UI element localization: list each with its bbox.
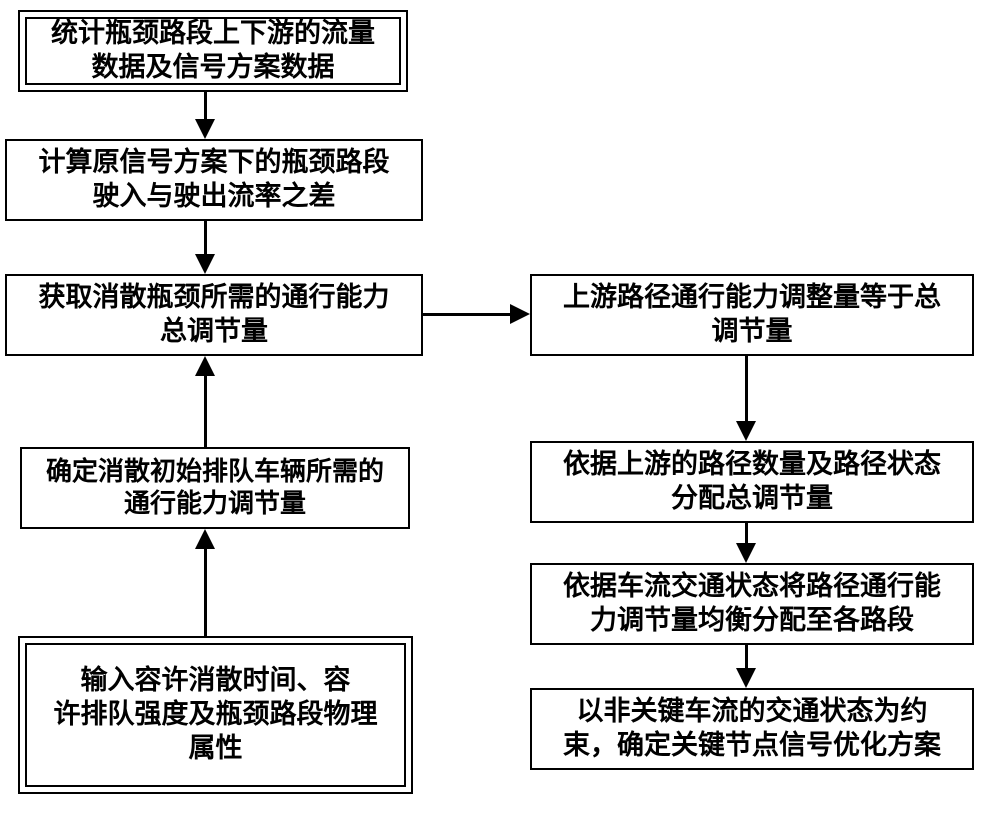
arrow-line xyxy=(204,374,207,447)
node-label: 依据上游的路径数量及路径状态 分配总调节量 xyxy=(563,448,941,516)
flowchart-node-n7: 依据车流交通状态将路径通行能 力调节量均衡分配至各路段 xyxy=(530,563,974,645)
flowchart-node-n3: 获取消散瓶颈所需的通行能力 总调节量 xyxy=(5,274,423,356)
node-label: 计算原信号方案下的瓶颈路段 驶入与驶出流率之差 xyxy=(39,146,390,214)
node-label: 输入容许消散时间、容 许排队强度及瓶颈路段物理 属性 xyxy=(54,664,378,765)
flowchart-node-n4: 上游路径通行能力调整量等于总 调节量 xyxy=(530,274,974,356)
flowchart-node-n5: 确定消散初始排队车辆所需的 通行能力调节量 xyxy=(20,447,410,529)
arrow-line xyxy=(745,523,748,545)
arrow-line xyxy=(204,221,207,256)
arrow-head-icon xyxy=(510,304,530,324)
node-label: 上游路径通行能力调整量等于总 调节量 xyxy=(563,281,941,349)
flowchart-node-n1: 统计瓶颈路段上下游的流量 数据及信号方案数据 xyxy=(18,10,408,92)
flowchart-node-n8: 输入容许消散时间、容 许排队强度及瓶颈路段物理 属性 xyxy=(18,636,413,794)
node-label: 以非关键车流的交通状态为约 束，确定关键节点信号优化方案 xyxy=(563,695,941,763)
arrow-head-icon xyxy=(195,356,215,376)
flowchart-node-n6: 依据上游的路径数量及路径状态 分配总调节量 xyxy=(530,441,974,523)
arrow-line xyxy=(745,356,748,423)
arrow-head-icon xyxy=(736,421,756,441)
node-label: 获取消散瓶颈所需的通行能力 总调节量 xyxy=(39,281,390,349)
arrow-line xyxy=(423,313,512,316)
arrow-head-icon xyxy=(736,668,756,688)
flowchart-node-n9: 以非关键车流的交通状态为约 束，确定关键节点信号优化方案 xyxy=(530,688,974,770)
arrow-head-icon xyxy=(736,543,756,563)
arrow-line xyxy=(204,92,207,121)
arrow-head-icon xyxy=(195,529,215,549)
arrow-head-icon xyxy=(195,119,215,139)
arrow-head-icon xyxy=(195,254,215,274)
node-label: 统计瓶颈路段上下游的流量 数据及信号方案数据 xyxy=(51,17,375,85)
arrow-line xyxy=(745,645,748,670)
flowchart-node-n2: 计算原信号方案下的瓶颈路段 驶入与驶出流率之差 xyxy=(5,139,423,221)
arrow-line xyxy=(204,547,207,636)
node-label: 依据车流交通状态将路径通行能 力调节量均衡分配至各路段 xyxy=(563,570,941,638)
node-label: 确定消散初始排队车辆所需的 通行能力调节量 xyxy=(46,456,384,521)
